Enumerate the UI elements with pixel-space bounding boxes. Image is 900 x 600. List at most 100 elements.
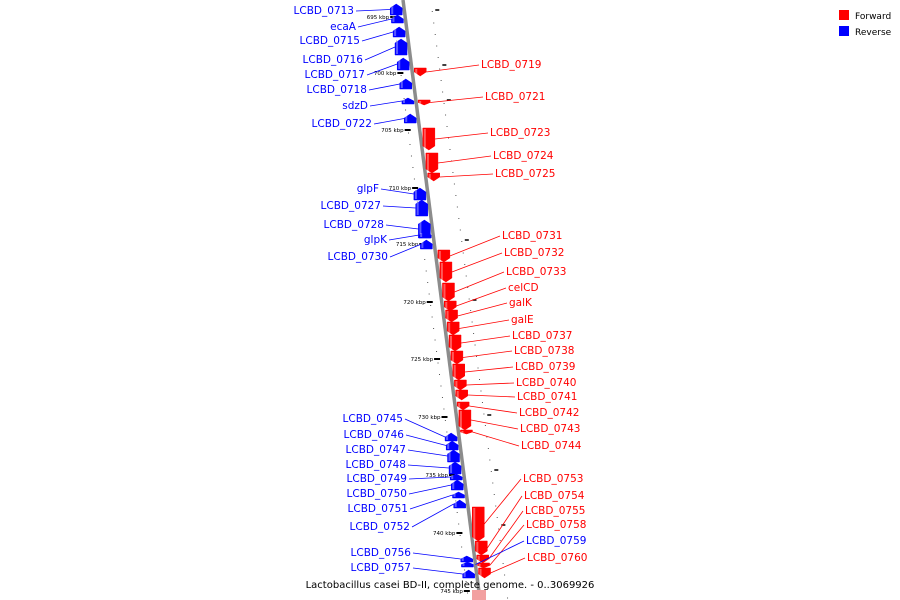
reverse-gene-block <box>420 239 433 250</box>
minor-tick <box>461 241 463 242</box>
reverse-gene-label: LCBD_0745 <box>343 413 403 425</box>
minor-tick <box>464 569 466 571</box>
minor-tick <box>477 367 479 369</box>
forward-gene-label-leader <box>472 431 520 447</box>
legend-forward-swatch <box>839 10 849 20</box>
forward-gene-label-leader <box>457 302 508 317</box>
minor-tick <box>436 351 438 352</box>
scale-tick-label: 695 kbp <box>367 15 390 21</box>
forward-gene-label: LCBD_0738 <box>514 345 574 357</box>
reverse-gene-block <box>461 561 474 568</box>
minor-tick <box>481 402 483 403</box>
reverse-gene-label-leader <box>364 46 396 61</box>
minor-tick <box>462 252 464 254</box>
reverse-gene-label: LCBD_0756 <box>351 547 412 559</box>
minor-tick <box>441 397 443 398</box>
reverse-gene-label: LCBD_0727 <box>321 200 381 212</box>
reverse-gene-block <box>450 479 464 491</box>
forward-gene-label-leader <box>464 366 514 373</box>
reverse-gene-label: LCBD_0722 <box>312 118 372 130</box>
minor-tick <box>437 362 439 364</box>
forward-gene-block <box>454 379 467 391</box>
reverse-gene-label-leader <box>355 9 391 12</box>
reverse-gene-label-leader <box>369 100 403 107</box>
minor-tick <box>504 574 506 576</box>
forward-gene-label-leader <box>466 382 515 386</box>
minor-tick <box>461 546 463 548</box>
minor-tick <box>438 374 440 375</box>
reverse-gene-label: glpF <box>357 183 379 195</box>
scale-tick-label: 735 kbp <box>426 473 449 479</box>
reverse-gene-label: LCBD_0730 <box>328 251 388 263</box>
forward-gene-label: LCBD_0742 <box>519 407 579 419</box>
reverse-gene-label: LCBD_0757 <box>351 562 411 574</box>
scale-tick-label: 700 kbp <box>374 71 397 77</box>
minor-tick <box>408 132 410 134</box>
forward-gene-block <box>477 562 490 569</box>
forward-gene-label-leader <box>489 524 525 566</box>
minor-tick <box>431 316 433 318</box>
forward-gene-label: galE <box>511 314 534 326</box>
forward-gene-block <box>460 429 473 435</box>
minor-tick <box>480 390 482 392</box>
reverse-gene-label-leader <box>408 476 451 480</box>
reverse-gene-label: LCBD_0751 <box>348 503 408 515</box>
reverse-gene-label-leader <box>405 434 447 446</box>
minor-tick <box>445 114 447 116</box>
minor-tick <box>434 339 436 341</box>
reverse-gene-label: LCBD_0718 <box>307 84 367 96</box>
minor-tick <box>471 321 473 323</box>
minor-tick <box>452 172 454 173</box>
minor-tick <box>424 259 426 260</box>
minor-tick <box>405 109 407 111</box>
forward-gene-block <box>427 172 440 182</box>
reverse-gene-label: LCBD_0759 <box>526 535 586 547</box>
legend-reverse-label: Reverse <box>855 28 892 38</box>
minor-tick <box>448 137 450 139</box>
forward-gene-label-leader <box>426 64 480 73</box>
minor-tick <box>467 592 469 594</box>
forward-gene-block <box>425 152 439 174</box>
minor-tick <box>453 183 455 185</box>
reverse-gene-label-leader <box>404 418 446 438</box>
legend-forward-label: Forward <box>855 12 891 22</box>
forward-gene-label: LCBD_0721 <box>485 91 545 103</box>
forward-gene-label: LCBD_0723 <box>490 127 550 139</box>
forward-gene-label: LCBD_0758 <box>526 519 586 531</box>
minor-tick <box>413 178 415 180</box>
minor-tick <box>396 40 398 42</box>
minor-tick <box>498 528 500 530</box>
forward-gene-block <box>417 99 431 106</box>
reverse-gene-label: LCBD_0713 <box>294 5 354 17</box>
reverse-gene-block <box>453 499 466 509</box>
minor-tick <box>496 517 498 518</box>
reverse-gene-label-leader <box>407 464 450 469</box>
forward-gene-label-leader <box>434 132 489 140</box>
reverse-gene-label-leader <box>357 18 392 28</box>
genome-backbone <box>401 0 482 600</box>
reverse-gene-block <box>447 449 460 463</box>
minor-tick <box>440 80 442 81</box>
minor-tick <box>443 408 445 410</box>
reverse-gene-label: LCBD_0728 <box>324 219 384 231</box>
forward-gene-label: LCBD_0754 <box>524 490 585 502</box>
reverse-gene-label-leader <box>385 224 419 230</box>
reverse-gene-block <box>415 199 428 217</box>
reverse-gene-label: sdzD <box>342 100 368 112</box>
minor-tick <box>425 270 427 272</box>
forward-gene-block <box>458 409 472 431</box>
minor-tick <box>434 34 436 35</box>
reverse-gene-block <box>448 461 462 475</box>
forward-gene-label-leader <box>467 394 516 398</box>
minor-tick <box>499 540 501 541</box>
reverse-gene-label-leader <box>389 244 421 258</box>
reverse-gene-label: LCBD_0715 <box>300 35 360 47</box>
reverse-gene-label: LCBD_0748 <box>346 459 406 471</box>
reverse-gene-label-leader <box>382 205 416 209</box>
minor-tick <box>458 523 460 525</box>
minor-tick <box>400 75 402 76</box>
minor-tick <box>409 144 411 145</box>
minor-tick <box>492 482 494 484</box>
forward-gene-block <box>478 567 491 579</box>
